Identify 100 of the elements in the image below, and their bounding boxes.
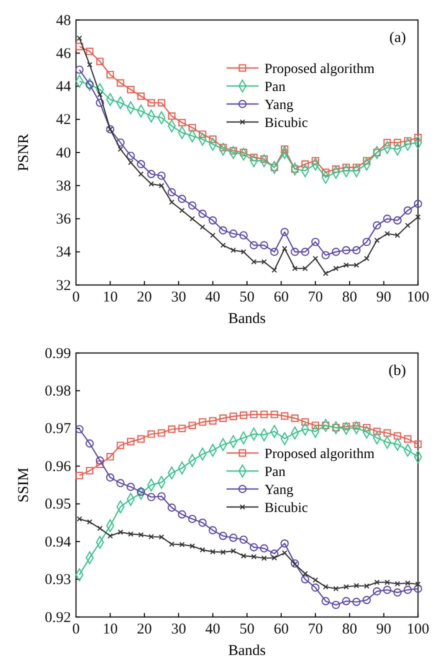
point [374,238,380,243]
y-axis-title: SSIM [16,467,32,503]
point [250,410,258,418]
point [76,42,84,50]
point [373,428,381,436]
point [97,526,103,532]
point [312,422,320,430]
x-axis-title: Bands [228,311,266,327]
point [188,514,196,524]
x-tick-label: 60 [274,290,289,306]
point [168,504,176,512]
point [136,488,146,496]
point [343,584,349,590]
point [158,99,166,107]
point [188,124,196,132]
point [270,248,278,256]
legend-label: Pan [264,80,286,95]
point [136,160,146,168]
point [107,533,113,539]
point [383,214,392,223]
point [322,270,328,276]
point [394,138,402,146]
point [86,80,94,89]
x-tick-label: 10 [102,290,118,306]
point [322,584,328,590]
point [86,466,94,474]
point [272,267,278,273]
x-tick-label: 0 [72,290,80,306]
y-tick-label: 0.98 [44,384,71,400]
point [75,66,84,74]
point [384,230,390,236]
point [208,526,217,534]
y-tick-label: 34 [56,244,72,261]
point [352,164,360,172]
point [322,597,330,606]
point [76,472,84,480]
x-tick-label: 80 [342,290,358,306]
point [220,242,226,248]
point [374,580,380,586]
legend-label: Pan [264,465,286,480]
y-tick-label: 48 [56,12,71,29]
point [127,86,134,94]
point [301,418,309,426]
x-tick-label: 100 [406,622,430,638]
y-tick-label: 0.97 [44,421,72,438]
point [301,575,310,584]
point [343,262,349,268]
point [301,160,309,168]
point [260,410,268,418]
point [210,232,216,238]
point [414,440,422,448]
point [86,48,94,56]
point [239,536,248,544]
point [188,422,196,430]
x-tick-label: 40 [205,290,220,306]
point [158,182,164,188]
point [230,248,236,253]
point [118,529,124,535]
x-tick-label: 90 [376,622,392,638]
point [86,439,94,448]
point [147,170,156,178]
point [229,230,238,238]
legend-label: Bicubic [264,501,308,516]
y-tick-label: 0.93 [44,572,71,588]
legend-label: Proposed algorithm [264,62,375,77]
point [219,414,227,422]
point [116,138,125,147]
point [127,438,134,446]
point [148,534,154,540]
point [393,216,402,225]
point [362,238,371,246]
y-tick-label: 46 [56,46,72,62]
legend-label: Bicubic [264,116,308,131]
y-tick-label: 0.96 [44,458,72,475]
point [86,62,92,68]
y-tick-label: 42 [56,112,71,128]
point [137,435,145,443]
point [209,417,217,425]
point [311,238,320,246]
point [75,425,84,434]
point [362,424,370,432]
point [333,266,339,272]
point [261,259,267,265]
x-axis-title: Bands [228,643,266,659]
point [364,583,370,589]
x-tick-label: 70 [308,290,323,306]
y-tick-label: 0.95 [44,496,71,513]
point [188,201,196,210]
point [157,172,166,180]
legend-label: Yang [264,98,294,113]
point [260,241,268,250]
point [220,549,226,555]
point [342,246,350,254]
point [332,600,340,610]
x-tick-label: 50 [240,622,254,638]
point [96,460,104,468]
point [169,541,174,547]
point [239,231,248,240]
x-tick-label: 50 [240,290,254,306]
point [116,442,124,450]
